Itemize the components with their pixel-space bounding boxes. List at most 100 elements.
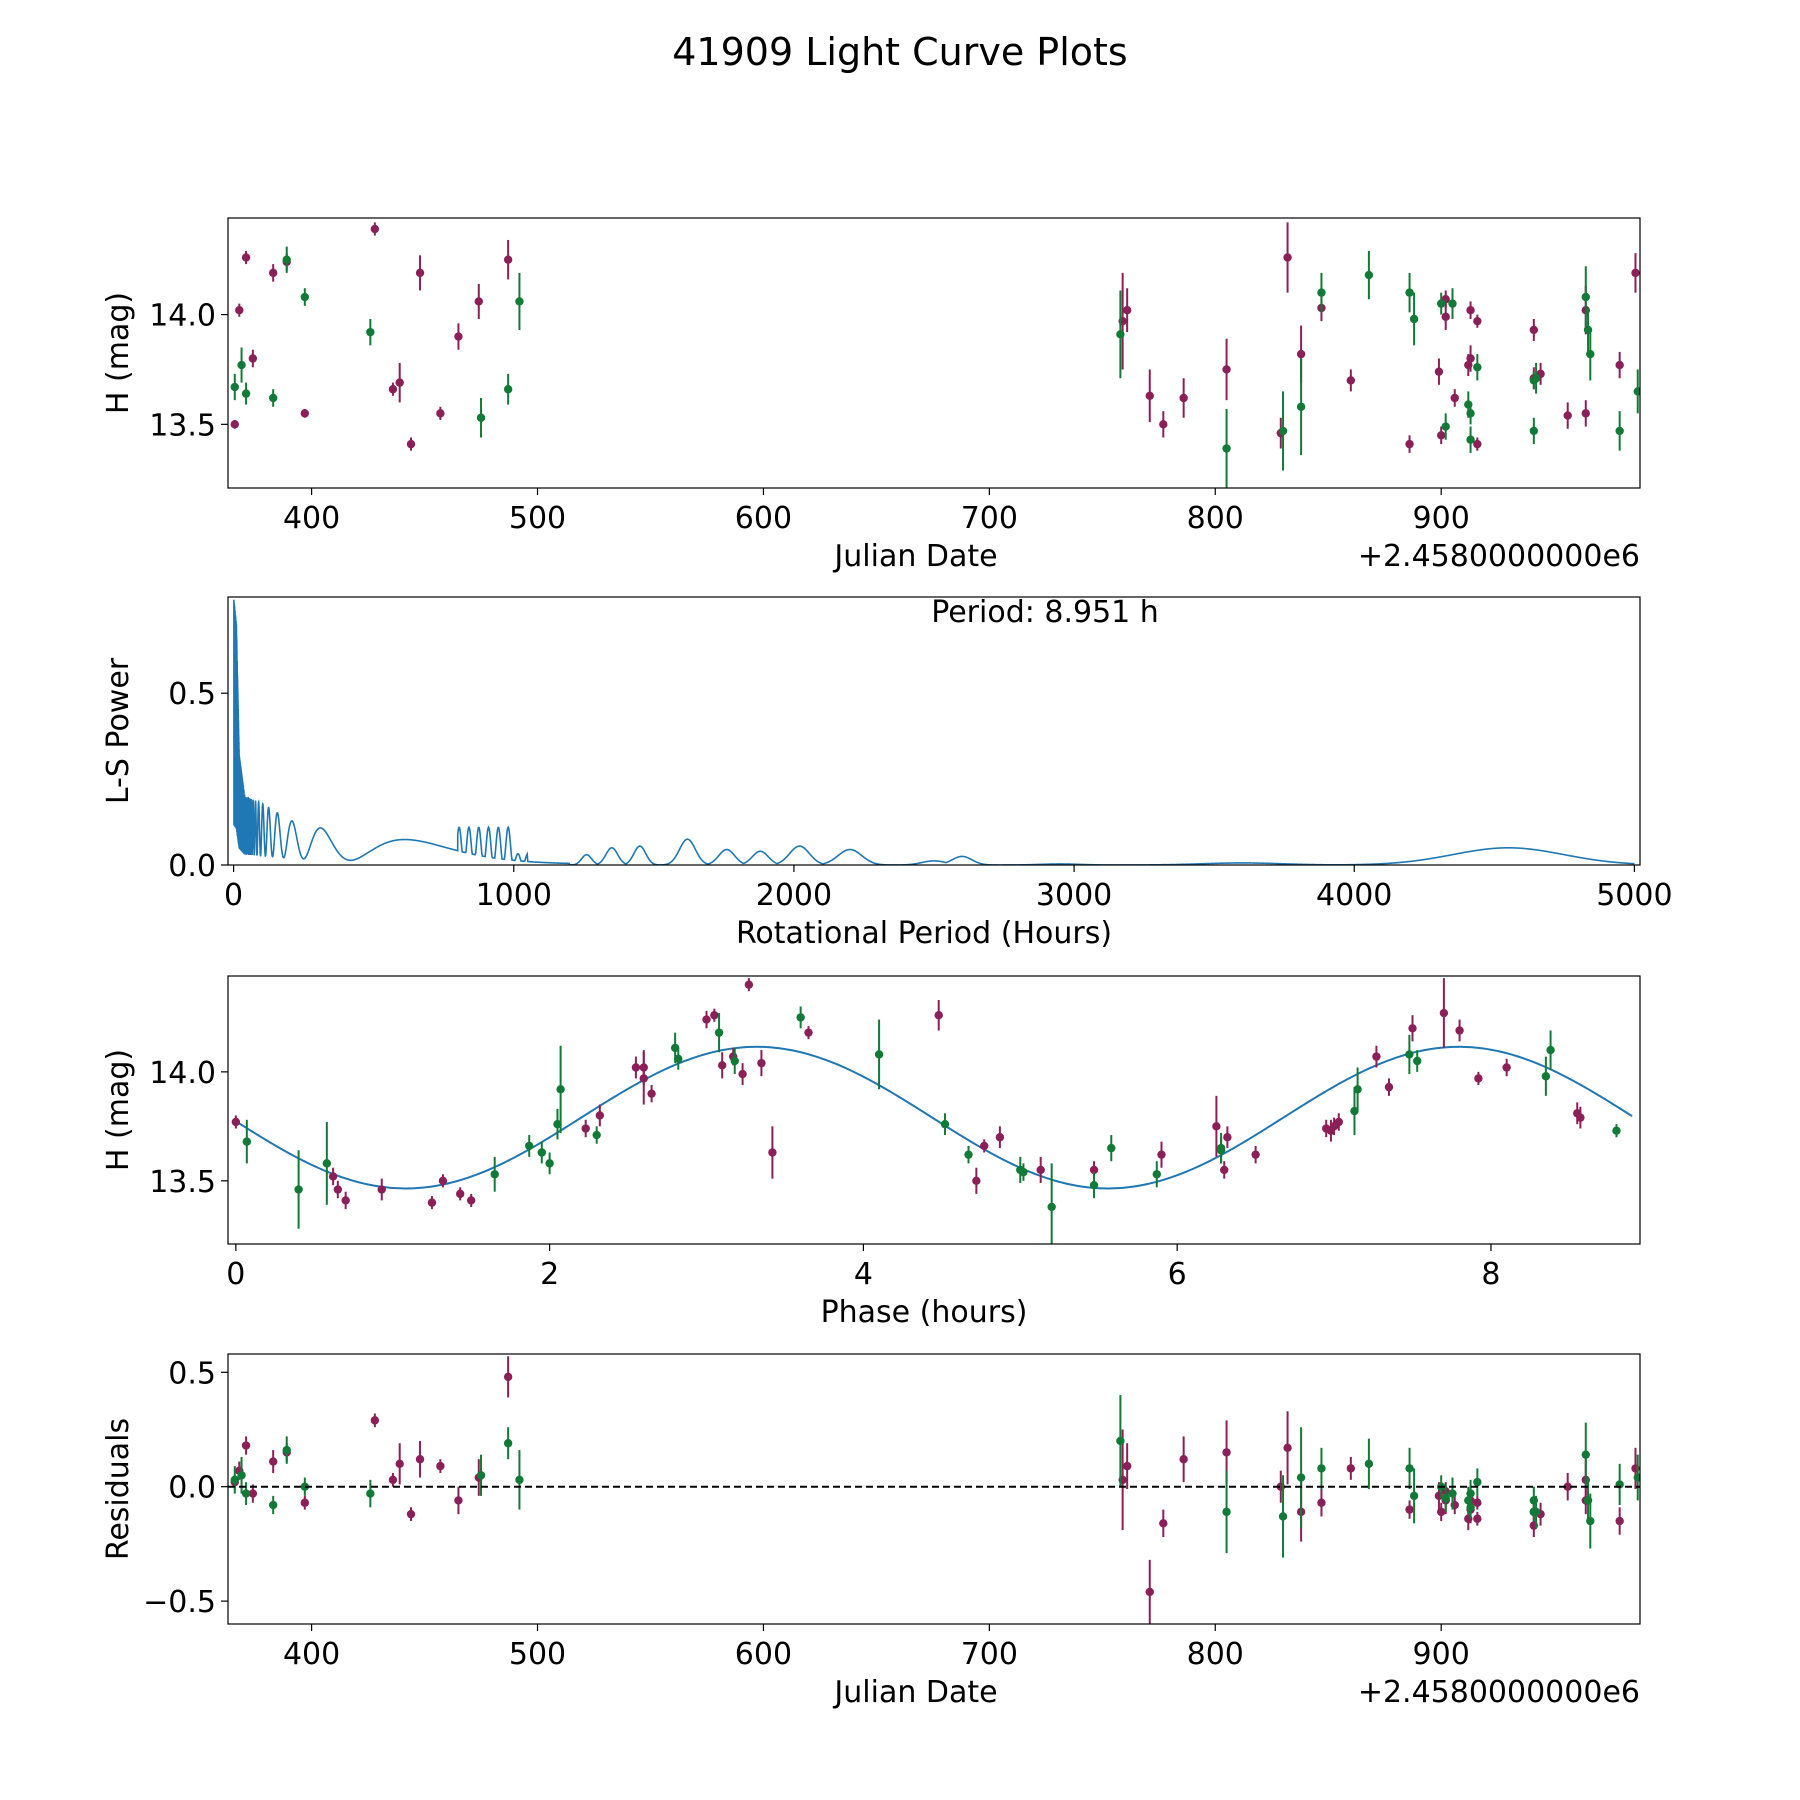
light-curve-band-1-point: [415, 268, 425, 278]
phase-folded-band-1-point: [744, 980, 754, 989]
phase-folded-band-2-point: [874, 1050, 884, 1059]
residuals-frame: [227, 1353, 1641, 1625]
residuals-band-2-point: [1441, 1493, 1450, 1503]
residuals-band-1-point: [1317, 1498, 1326, 1507]
light-curve-band-2-point: [1448, 299, 1457, 308]
light-curve-ytick-label: 14.0: [149, 299, 216, 334]
light-curve-band-1-point: [406, 439, 416, 449]
residuals-band-1-point: [1346, 1464, 1356, 1473]
phase-folded-band-2-point: [490, 1170, 499, 1179]
phase-folded-xtick-label: 2: [540, 1257, 559, 1292]
residuals-ytick-label: 0.0: [168, 1471, 216, 1506]
light-curve-band-2-point: [268, 393, 278, 403]
phase-folded-band-2-point: [670, 1043, 680, 1053]
residuals-band-2-point: [1222, 1507, 1231, 1517]
phase-folded-band-2-point: [1413, 1056, 1422, 1066]
light-curve-band-2-point: [1473, 363, 1482, 372]
phase-folded-band-1-point: [1439, 1008, 1449, 1018]
light-curve-band-2-point: [230, 382, 239, 392]
light-curve-band-2-point: [366, 327, 375, 337]
phase-folded-band-2-point: [537, 1148, 546, 1157]
periodogram-xlabel: Rotational Period (Hours): [736, 916, 1112, 951]
light-curve-xtick-label: 700: [961, 501, 1018, 536]
residuals-band-1-point: [268, 1457, 278, 1466]
phase-folded-band-1-point: [995, 1133, 1005, 1142]
phase-folded-band-1-point: [1334, 1117, 1343, 1127]
phase-folded-band-1-point: [1251, 1150, 1260, 1159]
light-curve-band-1-point: [1473, 439, 1482, 449]
residuals-band-1-point: [1145, 1587, 1154, 1597]
phase-folded-band-1-point: [1384, 1082, 1394, 1092]
residuals-band-1-point: [395, 1459, 404, 1469]
light-curve-band-1-point: [370, 224, 380, 234]
phase-folded-band-1-point: [581, 1124, 590, 1133]
light-curve-xtick-label: 400: [283, 501, 340, 536]
light-curve-band-1-point: [1529, 325, 1539, 335]
phase-folded-band-1-point: [757, 1058, 766, 1068]
light-curve-band-1-point: [1441, 312, 1450, 321]
phase-folded-ylabel: H (mag): [101, 1049, 136, 1171]
residuals-band-2-point: [366, 1489, 375, 1498]
residuals-band-1-point: [1405, 1505, 1414, 1514]
phase-folded-band-1-point: [972, 1176, 981, 1186]
phase-folded-band-1-point: [738, 1069, 747, 1079]
light-curve-band-2-point: [1436, 299, 1446, 308]
residuals-band-2-point: [1296, 1473, 1306, 1482]
residuals-xtick-label: 800: [1187, 1637, 1244, 1672]
residuals-band-2-point: [268, 1500, 278, 1510]
light-curve-xtick-label: 800: [1187, 501, 1244, 536]
phase-folded-band-2-point: [294, 1185, 303, 1194]
residuals-band-2-point: [300, 1482, 310, 1491]
phase-folded-band-1-point: [1157, 1150, 1166, 1159]
phase-folded-band-1-point: [710, 1011, 719, 1020]
light-curve-frame: [227, 217, 1641, 489]
light-curve-ylabel: H (mag): [101, 292, 136, 414]
light-curve-band-1-point: [1145, 391, 1154, 401]
residuals-xtick-label: 400: [283, 1637, 340, 1672]
light-curve-band-1-point: [268, 268, 278, 278]
light-curve-band-1-point: [1179, 393, 1188, 403]
phase-folded-band-1-point: [1220, 1165, 1229, 1175]
light-curve-band-1-point: [1466, 354, 1475, 363]
light-curve-x-offset-label: +2.4580000000e6: [1358, 539, 1640, 574]
residuals-band-2-point: [1116, 1436, 1125, 1446]
residuals-ytick-label: 0.5: [168, 1356, 216, 1391]
light-curve-band-2-point: [503, 385, 513, 394]
light-curve-xtick-label: 900: [1413, 501, 1470, 536]
phase-folded-band-1-point: [438, 1176, 448, 1186]
periodogram-xtick-label: 4000: [1316, 878, 1392, 913]
phase-folded-xtick-label: 0: [226, 1257, 245, 1292]
residuals-band-1-point: [1615, 1516, 1624, 1526]
phase-folded-xtick-label: 4: [854, 1257, 873, 1292]
light-curve-band-1-point: [1450, 393, 1459, 403]
phase-folded-band-1-point: [1408, 1024, 1417, 1033]
periodogram-power-line: [233, 599, 1635, 865]
residuals-band-1-point: [1122, 1461, 1132, 1471]
residuals-band-1-point: [1473, 1498, 1482, 1507]
light-curve-band-2-point: [1466, 435, 1475, 444]
phase-folded-band-2-point: [592, 1130, 601, 1140]
residuals-band-1-point: [436, 1461, 445, 1471]
phase-folded-band-2-point: [1353, 1085, 1362, 1094]
light-curve-band-2-point: [1586, 349, 1595, 359]
phase-folded-band-2-point: [714, 1028, 724, 1037]
residuals-xtick-label: 700: [961, 1637, 1018, 1672]
residuals-band-2-point: [1364, 1459, 1374, 1469]
phase-folded-band-1-point: [328, 1172, 338, 1181]
residuals-band-2-point: [503, 1439, 513, 1448]
phase-folded-band-2-point: [525, 1141, 534, 1151]
residuals-band-1-point: [1179, 1455, 1188, 1464]
residuals-band-2-point: [1581, 1450, 1590, 1459]
phase-folded-band-1-point: [1036, 1165, 1045, 1175]
light-curve-band-1-point: [230, 420, 239, 429]
periodogram-ytick-label: 0.5: [168, 677, 216, 712]
phase-folded-band-2-point: [1089, 1180, 1099, 1190]
light-curve-band-2-point: [1615, 426, 1624, 436]
light-curve-band-2-point: [1405, 288, 1414, 297]
light-curve-band-1-point: [248, 354, 258, 363]
light-curve-points: [230, 222, 1640, 488]
phase-folded-band-1-point: [595, 1111, 605, 1120]
residuals-band-2-point: [1317, 1464, 1326, 1473]
phase-folded-band-1-point: [631, 1063, 641, 1072]
residuals-panel: 400 500 600 700 800 900 −0.5 0.0 0.5 Julian Date +…: [101, 1353, 1641, 1710]
